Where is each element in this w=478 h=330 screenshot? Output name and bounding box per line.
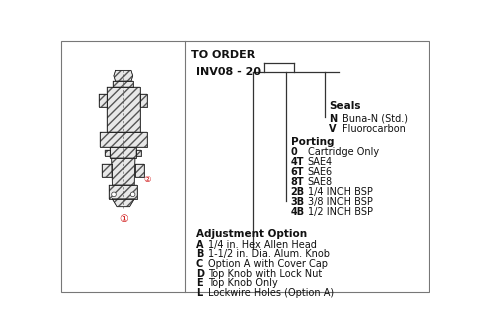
Text: V: V [329,124,337,134]
Text: Option A with Cover Cap: Option A with Cover Cap [208,259,328,269]
Text: Cartridge Only: Cartridge Only [308,148,379,157]
Text: 1/4 INCH BSP: 1/4 INCH BSP [308,187,373,197]
Polygon shape [107,87,140,132]
Text: Fluorocarbon: Fluorocarbon [342,124,406,134]
Text: Adjustment Option: Adjustment Option [196,229,307,239]
Text: Seals: Seals [329,101,361,111]
Text: B: B [196,249,203,259]
Polygon shape [112,158,135,185]
Text: SAE4: SAE4 [308,157,333,167]
Text: 6T: 6T [291,167,304,178]
Text: Lockwire Holes (Option A): Lockwire Holes (Option A) [208,288,334,298]
Text: D: D [196,269,204,279]
Polygon shape [110,148,137,158]
Polygon shape [100,132,147,148]
Circle shape [130,192,135,197]
Polygon shape [135,164,144,177]
Text: Porting: Porting [291,137,334,147]
Text: 4B: 4B [291,208,305,217]
Polygon shape [112,199,134,207]
Text: ②: ② [143,175,151,184]
Polygon shape [114,70,133,81]
Polygon shape [140,93,147,107]
Text: 1/2 INCH BSP: 1/2 INCH BSP [308,208,373,217]
Text: 1-1/2 in. Dia. Alum. Knob: 1-1/2 in. Dia. Alum. Knob [208,249,330,259]
Text: INV08 - 20: INV08 - 20 [196,67,261,77]
Text: Top Knob Only: Top Knob Only [208,278,278,288]
Polygon shape [99,93,107,107]
Text: E: E [196,278,203,288]
Text: ①: ① [119,214,128,224]
Text: 2B: 2B [291,187,305,197]
Polygon shape [137,150,141,156]
Text: 1/4 in. Hex Allen Head: 1/4 in. Hex Allen Head [208,240,317,250]
Text: SAE8: SAE8 [308,178,333,187]
Text: TO ORDER: TO ORDER [191,50,255,60]
Text: Top Knob with Lock Nut: Top Knob with Lock Nut [208,269,323,279]
Text: L: L [196,288,202,298]
Text: SAE6: SAE6 [308,167,333,178]
Text: N: N [329,114,337,123]
Text: 3B: 3B [291,197,305,208]
Circle shape [112,192,116,197]
Polygon shape [109,185,137,199]
Text: 3/8 INCH BSP: 3/8 INCH BSP [308,197,373,208]
Text: 0: 0 [291,148,297,157]
Text: Buna-N (Std.): Buna-N (Std.) [342,114,408,123]
Text: 4T: 4T [291,157,304,167]
Text: 8T: 8T [291,178,304,187]
Polygon shape [102,164,112,177]
Polygon shape [113,81,133,87]
Text: C: C [196,259,203,269]
Text: A: A [196,240,203,250]
Polygon shape [106,150,110,156]
